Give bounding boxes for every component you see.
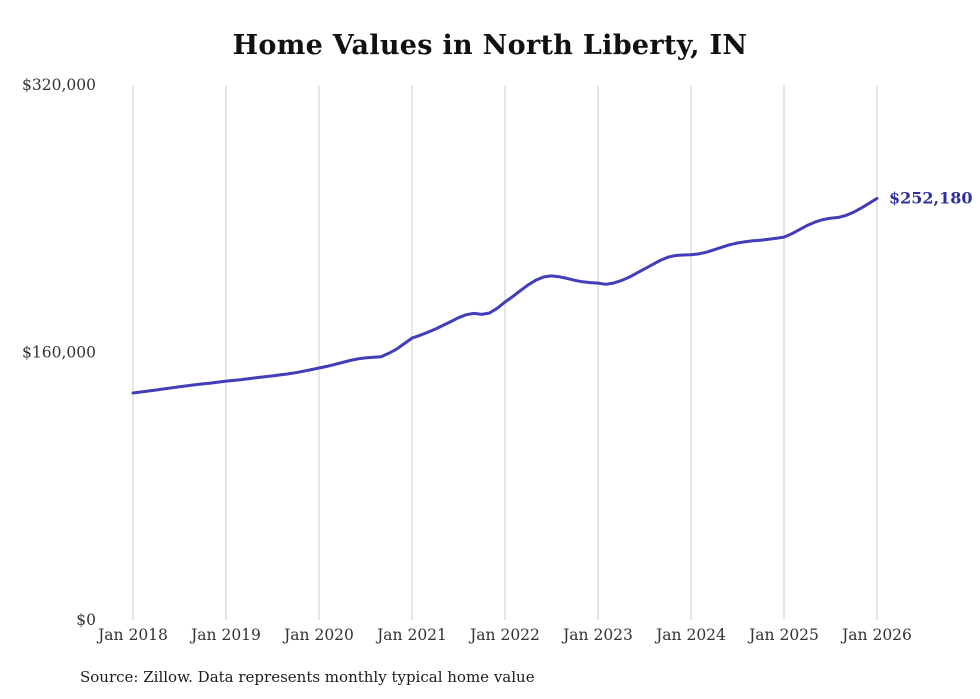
- y-axis-labels: $0 $160,000 $320,000: [22, 76, 96, 629]
- y-tick-label: $320,000: [22, 76, 96, 94]
- vertical-gridlines: [132, 85, 878, 620]
- x-tick-label: Jan 2018: [96, 626, 168, 644]
- end-value-label: $252,180: [889, 188, 973, 207]
- x-tick-label: Jan 2022: [468, 626, 540, 644]
- x-tick-label: Jan 2020: [282, 626, 354, 644]
- x-tick-label: Jan 2024: [654, 626, 726, 644]
- chart-title: Home Values in North Liberty, IN: [232, 30, 748, 61]
- x-tick-label: Jan 2026: [840, 626, 912, 644]
- x-tick-label: Jan 2019: [189, 626, 261, 644]
- x-tick-label: Jan 2021: [375, 626, 447, 644]
- home-value-line-series: [131, 196, 879, 395]
- x-tick-label: Jan 2025: [747, 626, 819, 644]
- y-tick-label: $160,000: [22, 344, 96, 362]
- y-tick-label: $0: [76, 611, 96, 629]
- x-axis-labels: Jan 2018 Jan 2019 Jan 2020 Jan 2021 Jan 2022…: [96, 626, 912, 644]
- source-note: Source: Zillow. Data represents monthly …: [80, 668, 535, 686]
- x-tick-label: Jan 2023: [561, 626, 633, 644]
